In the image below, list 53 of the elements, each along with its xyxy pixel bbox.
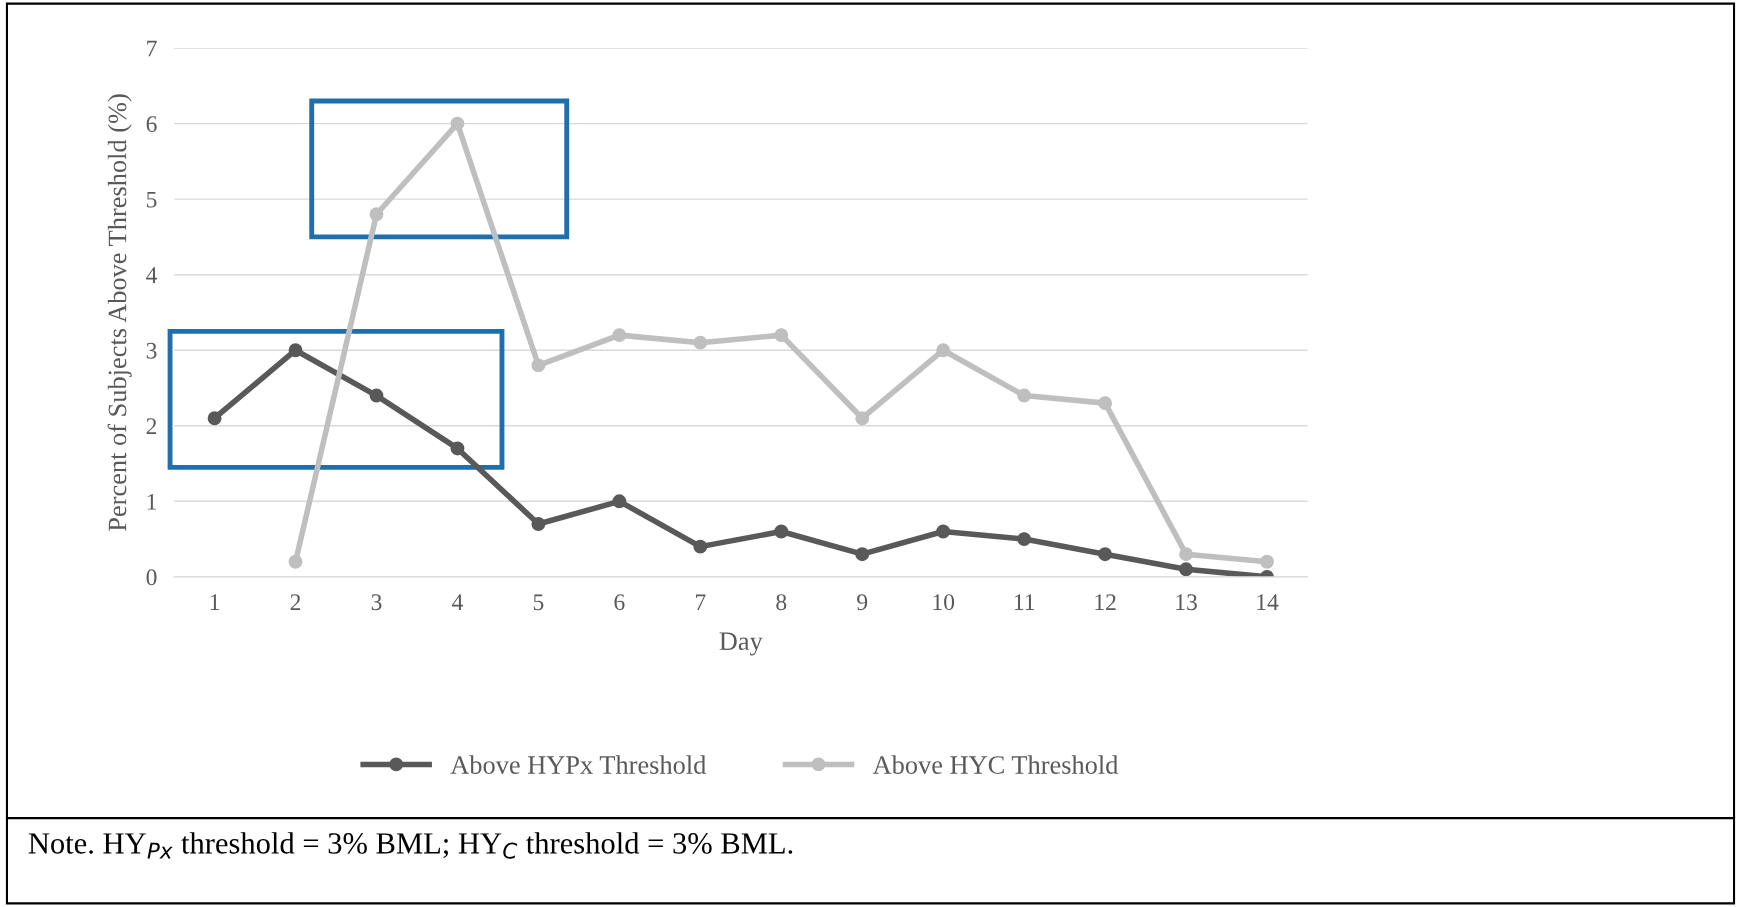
x-tick-label: 5 xyxy=(533,594,544,611)
point xyxy=(1017,532,1032,547)
point xyxy=(774,524,789,539)
point xyxy=(612,328,627,343)
x-tick-label: 13 xyxy=(1176,594,1197,611)
y-tick-label: 7 xyxy=(147,40,157,57)
y-tick-label: 6 xyxy=(146,116,157,133)
x-tick-label: 12 xyxy=(1095,594,1116,610)
x-tick-label: 11 xyxy=(1014,594,1035,610)
x-tick-label: 3 xyxy=(371,594,382,611)
y-tick-label: 1 xyxy=(147,493,157,510)
y-axis-title: Percent of Subjects Above Threshold (%) xyxy=(107,94,132,531)
x-tick-label: 6 xyxy=(614,594,625,611)
x-tick-label: 14 xyxy=(1257,594,1279,610)
x-tick-label: 4 xyxy=(452,594,463,610)
point xyxy=(936,524,951,539)
legend-label: Above HYPx Threshold xyxy=(450,755,707,774)
y-tick-label: 0 xyxy=(146,569,157,586)
legend-label: Above HYC Threshold xyxy=(872,755,1119,774)
point xyxy=(1017,388,1032,403)
point xyxy=(369,388,384,403)
point xyxy=(1260,554,1274,569)
x-tick-label: 2 xyxy=(290,594,301,610)
y-tick-label: 4 xyxy=(146,267,158,283)
point xyxy=(1098,396,1113,411)
point xyxy=(288,554,303,569)
y-tick-label: 3 xyxy=(146,342,157,359)
point xyxy=(855,547,870,562)
point xyxy=(531,358,546,373)
point xyxy=(1098,547,1113,562)
y-tick-label: 2 xyxy=(146,418,157,434)
x-tick-label: 10 xyxy=(933,594,955,611)
point xyxy=(693,335,708,350)
x-tick-label: 7 xyxy=(695,594,706,610)
point xyxy=(1179,547,1194,562)
point xyxy=(855,411,870,426)
y-tick-label: 5 xyxy=(147,191,157,208)
x-axis-title: Day xyxy=(719,632,763,656)
point xyxy=(450,441,465,456)
point xyxy=(936,343,951,358)
point xyxy=(531,517,546,531)
point xyxy=(612,494,627,509)
point xyxy=(288,343,303,358)
point xyxy=(693,539,708,554)
point xyxy=(369,207,384,222)
point xyxy=(774,328,789,343)
x-tick-label: 1 xyxy=(210,594,220,610)
text: Note. HY$_{Px}$ threshold = 3% BML; HY$_{C}$ threshold = 3% BML. xyxy=(28,832,793,859)
x-tick-label: 8 xyxy=(776,594,787,611)
point xyxy=(450,116,465,131)
point xyxy=(207,411,222,426)
point xyxy=(1179,562,1194,577)
x-tick-label: 9 xyxy=(857,594,868,611)
